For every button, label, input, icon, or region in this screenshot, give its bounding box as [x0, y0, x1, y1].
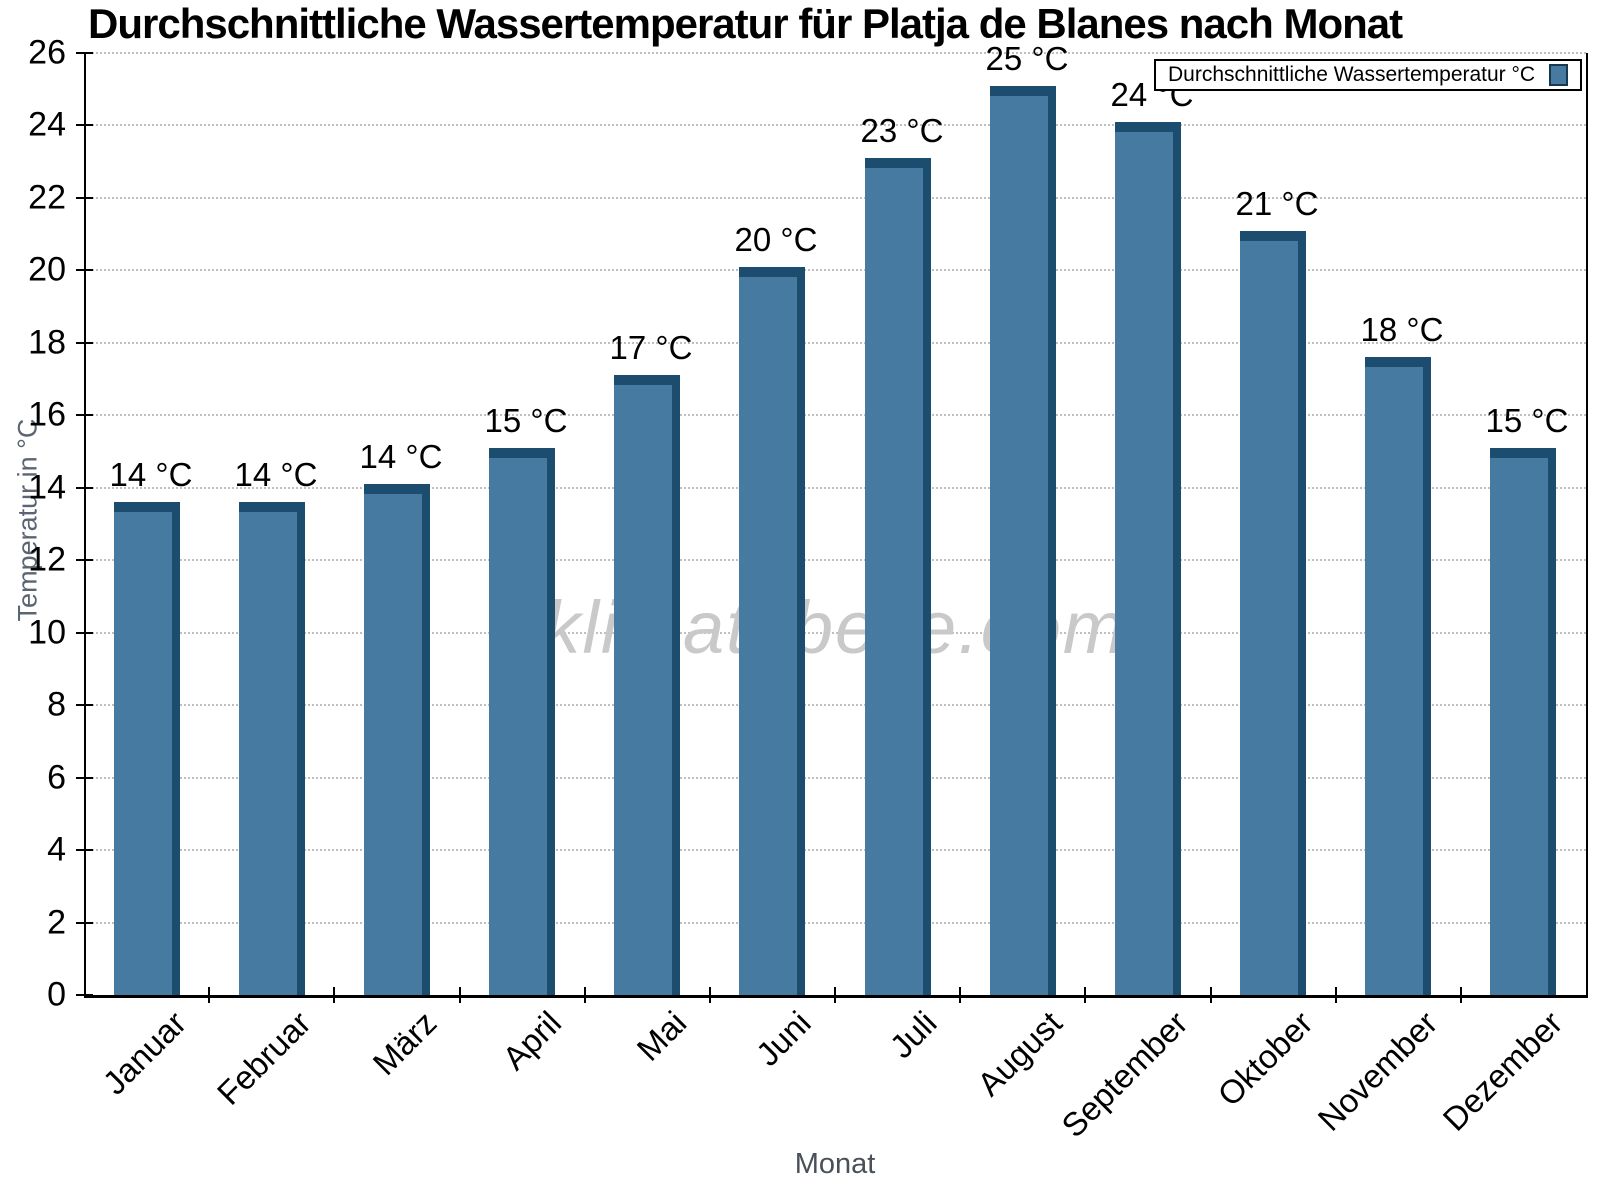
bar-august [990, 86, 1056, 995]
gridline-20 [84, 269, 1586, 272]
bar-value-label: 17 °C [609, 329, 693, 366]
y-tick-label: 12 [28, 540, 66, 579]
legend-swatch-icon [1549, 64, 1568, 86]
y-tick-mark [76, 776, 93, 779]
x-tick-label-mai: Mai [629, 1004, 694, 1068]
gridline-8 [84, 704, 1586, 707]
x-tick-mark [584, 987, 586, 1003]
gridline-22 [84, 196, 1586, 199]
x-tick-label-juli: Juli [882, 1004, 945, 1066]
y-tick-label: 4 [47, 830, 66, 869]
bar-mai [614, 375, 680, 995]
x-tick-label-november: November [1310, 1004, 1445, 1138]
bar-märz [364, 484, 430, 995]
y-tick-mark [76, 559, 93, 562]
bar-value-label: 15 °C [1485, 402, 1569, 439]
bar-value-label: 21 °C [1235, 185, 1319, 222]
x-axis-line [84, 995, 1588, 998]
gridline-6 [84, 776, 1586, 779]
bar-value-label: 15 °C [484, 402, 568, 439]
y-tick-mark [76, 486, 93, 489]
bar-value-label: 14 °C [234, 456, 318, 493]
bar-november [1365, 357, 1431, 995]
y-tick-mark [76, 341, 93, 344]
x-tick-label-dezember: Dezember [1435, 1004, 1570, 1138]
bar-juli [865, 158, 931, 995]
y-tick-label: 6 [47, 758, 66, 797]
bar-value-label: 20 °C [734, 221, 818, 258]
y-tick-mark [76, 994, 93, 996]
gridline-4 [84, 849, 1586, 852]
bar-oktober [1240, 231, 1306, 995]
bar-value-label: 25 °C [985, 40, 1069, 77]
bar-januar [114, 502, 180, 995]
x-tick-label-april: April [495, 1004, 569, 1077]
gridline-18 [84, 341, 1586, 344]
x-axis-title: Monat [794, 1148, 876, 1180]
y-tick-label: 10 [28, 613, 66, 652]
bar-juni [739, 267, 805, 995]
gridline-10 [84, 631, 1586, 634]
y-tick-mark [76, 196, 93, 199]
chart-title: Durchschnittliche Wassertemperatur für P… [88, 0, 1403, 47]
x-tick-mark [709, 987, 711, 1003]
x-tick-label-januar: Januar [95, 1004, 194, 1102]
y-tick-mark [76, 414, 93, 417]
bar-april [489, 448, 555, 995]
y-tick-label: 16 [28, 395, 66, 434]
x-tick-mark [1335, 987, 1337, 1003]
y-tick-mark [76, 704, 93, 707]
bar-value-label: 14 °C [359, 438, 443, 475]
y-tick-mark [76, 849, 93, 852]
y-axis-line [84, 53, 86, 997]
y-tick-label: 2 [47, 903, 66, 942]
gridline-16 [84, 414, 1586, 417]
y-tick-mark [76, 269, 93, 272]
gridline-14 [84, 486, 1586, 489]
gridline-2 [84, 921, 1586, 924]
legend-box[interactable]: Durchschnittliche Wassertemperatur °C [1154, 59, 1582, 91]
y-tick-mark [76, 52, 93, 54]
y-tick-label: 26 [28, 33, 66, 72]
y-tick-label: 8 [47, 685, 66, 724]
bar-value-label: 18 °C [1360, 311, 1444, 348]
y-tick-label: 14 [28, 468, 66, 507]
bar-dezember [1490, 448, 1556, 995]
x-tick-mark [1084, 987, 1086, 1003]
x-tick-label-juni: Juni [749, 1004, 819, 1073]
x-tick-label-september: September [1053, 1004, 1195, 1145]
x-tick-mark [834, 987, 836, 1003]
x-tick-label-oktober: Oktober [1209, 1004, 1320, 1114]
legend-label: Durchschnittliche Wassertemperatur °C [1168, 63, 1536, 86]
y-tick-label: 20 [28, 250, 66, 289]
bar-februar [239, 502, 305, 995]
x-tick-mark [333, 987, 335, 1003]
plot-area: klimatabelle.com 14 °C 14 °C 14 °C 15 °C 17 … [84, 40, 1586, 995]
y-tick-mark [76, 921, 93, 924]
x-tick-mark [208, 987, 210, 1003]
y-tick-label: 0 [47, 975, 66, 1014]
y-tick-label: 22 [28, 178, 66, 217]
y-tick-label: 18 [28, 323, 66, 362]
x-tick-mark [459, 987, 461, 1003]
x-tick-label-august: August [970, 1004, 1070, 1103]
right-border-line [1586, 53, 1588, 997]
y-tick-mark [76, 631, 93, 634]
x-tick-label-märz: März [365, 1004, 444, 1083]
x-tick-label-februar: Februar [210, 1004, 319, 1112]
bar-value-label: 23 °C [860, 112, 944, 149]
x-tick-mark [1460, 987, 1462, 1003]
gridline-26 [84, 52, 1586, 54]
y-tick-label: 24 [28, 105, 66, 144]
x-tick-mark [959, 987, 961, 1003]
y-axis-title: Temperatur in °C [12, 418, 43, 622]
gridline-24 [84, 124, 1586, 127]
y-tick-mark [76, 124, 93, 127]
x-tick-mark [1210, 987, 1212, 1003]
bar-september [1115, 122, 1181, 995]
bar-value-label: 14 °C [109, 456, 193, 493]
gridline-12 [84, 559, 1586, 562]
